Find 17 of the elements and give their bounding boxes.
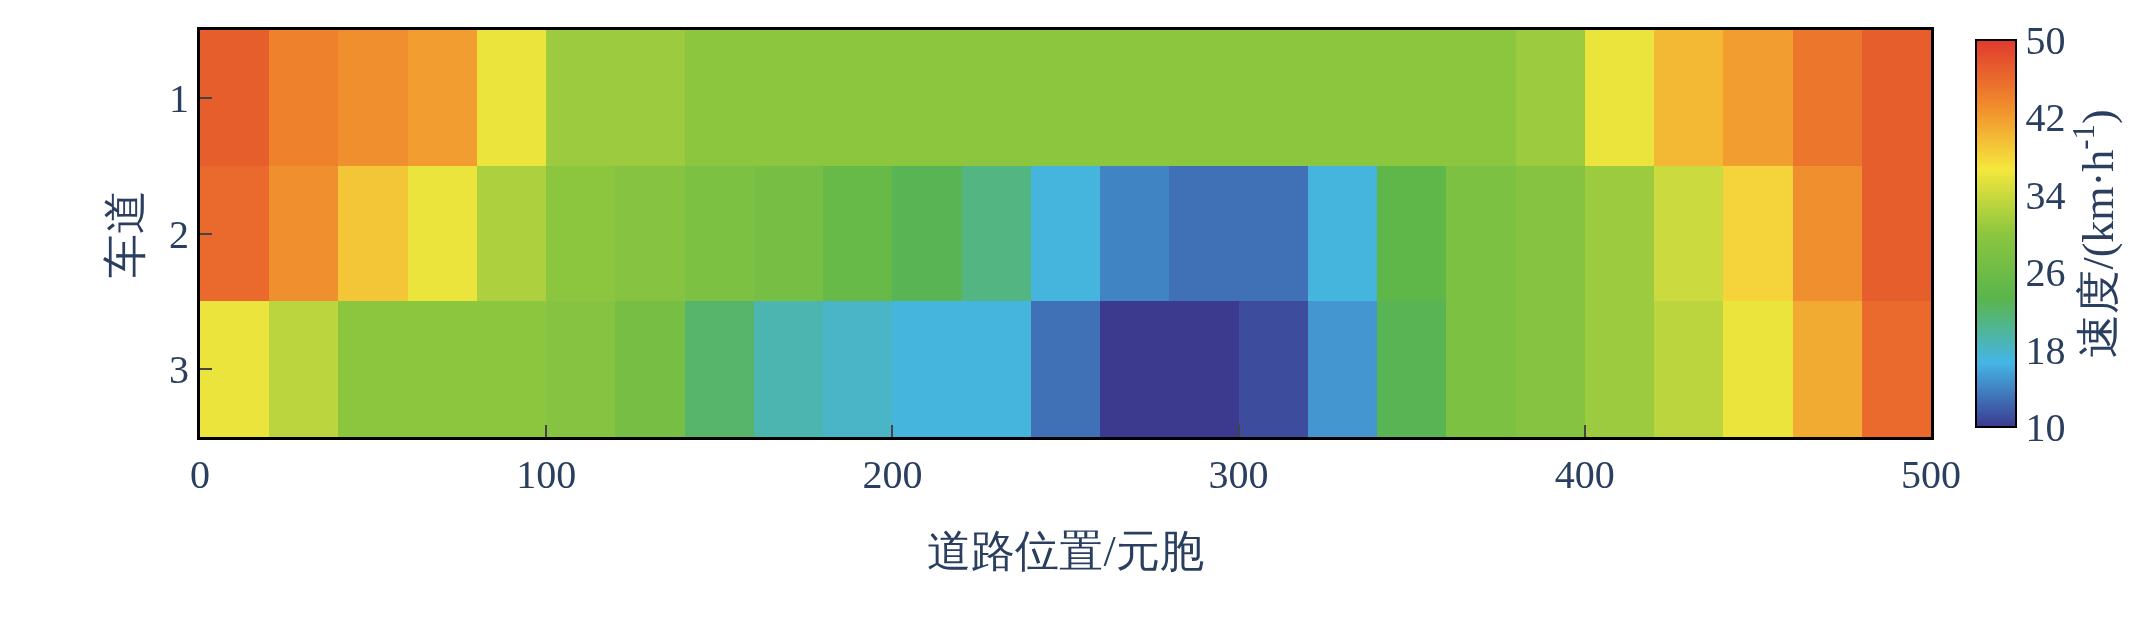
y-tick-label: 2 <box>169 211 189 257</box>
x-tick-label: 0 <box>190 452 210 497</box>
color-bar-label: 18 <box>2025 327 2066 373</box>
x-tick-label: 100 <box>516 452 577 497</box>
y-axis-title: 车道 <box>101 189 151 278</box>
x-tick-label: 300 <box>1208 452 1269 497</box>
color-bar-label: 34 <box>2025 172 2066 218</box>
color-bar-label: 10 <box>2025 405 2066 450</box>
x-tick-label: 500 <box>1901 452 1961 497</box>
x-tick-label: 200 <box>862 452 923 497</box>
color-bar-label: 42 <box>2025 95 2066 141</box>
x-tick-label: 400 <box>1554 452 1615 497</box>
y-tick-label: 1 <box>169 75 189 121</box>
x-axis-title: 道路位置/元胞 <box>927 527 1204 577</box>
color-bar-label: 26 <box>2025 250 2066 296</box>
y-tick-label: 3 <box>169 347 189 393</box>
color-bar-label: 50 <box>2025 18 2066 63</box>
